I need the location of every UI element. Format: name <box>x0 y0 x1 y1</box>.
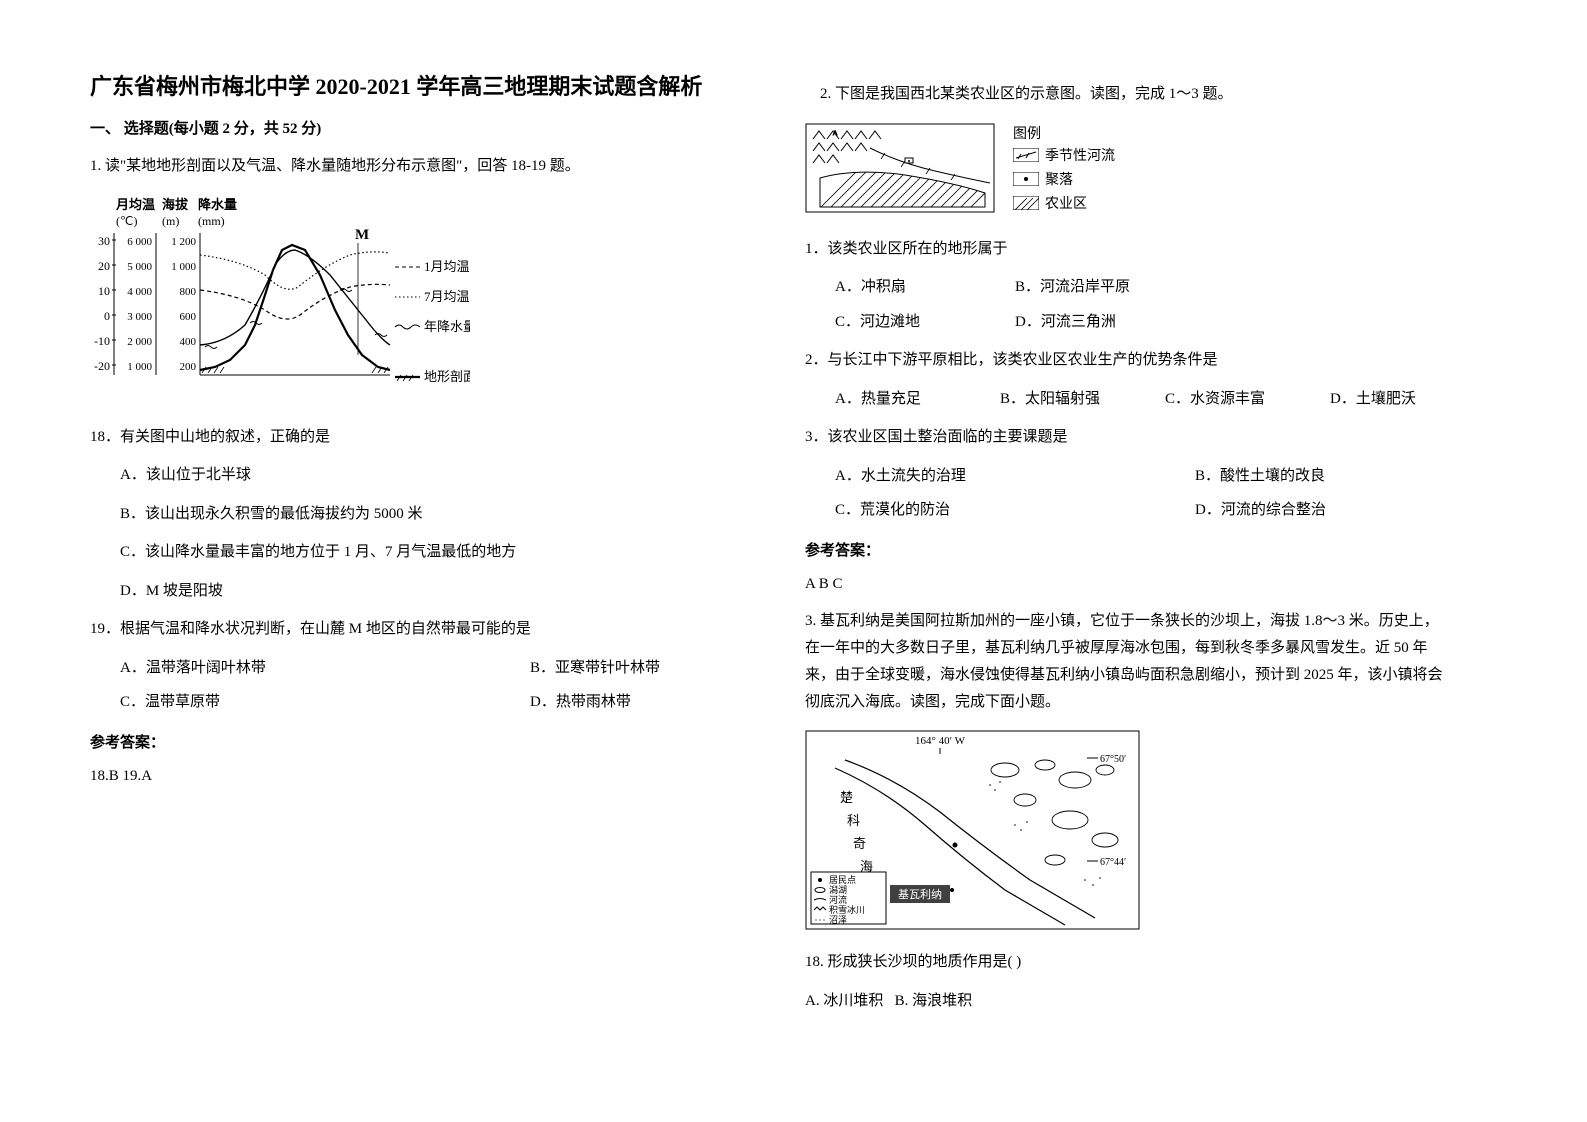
svg-text:0: 0 <box>104 309 110 323</box>
q2-1-D: D．河流三角洲 <box>985 308 1116 337</box>
q3-18-A: A. 冰川堆积 <box>805 993 883 1009</box>
q2-1-stem: 1．该类农业区所在的地形属于 <box>805 235 1450 264</box>
q2-3-C: C．荒漠化的防治 <box>805 496 1165 525</box>
q2-3-stem: 3．该农业区国土整治面临的主要课题是 <box>805 423 1450 452</box>
figure-terrain-chart: 月均温 海拔 降水量 (℃) (m) (mm) 30 20 10 0 -10 -… <box>90 195 735 405</box>
q2-3-D: D．河流的综合整治 <box>1165 496 1326 525</box>
q19-row1: A．温带落叶阔叶林带 B．亚寒带针叶林带 <box>90 654 735 683</box>
kivalina-label: 基瓦利纳 <box>898 888 942 901</box>
svg-text:1月均温: 1月均温 <box>424 259 470 274</box>
svg-text:年降水量: 年降水量 <box>424 319 470 334</box>
q2-1-C: C．河边滩地 <box>805 308 985 337</box>
svg-text:1 000: 1 000 <box>127 361 152 373</box>
svg-text:6 000: 6 000 <box>127 236 152 248</box>
svg-text:67°44′: 67°44′ <box>1100 857 1126 868</box>
svg-text:奇: 奇 <box>853 836 866 851</box>
section-heading: 一、 选择题(每小题 2 分，共 52 分) <box>90 117 735 138</box>
q2-2-stem: 2．与长江中下游平原相比，该类农业区农业生产的优势条件是 <box>805 346 1450 375</box>
svg-text:1 000: 1 000 <box>171 261 196 273</box>
svg-text:1 200: 1 200 <box>171 236 196 248</box>
svg-text:河流: 河流 <box>829 894 847 905</box>
svg-text:800: 800 <box>180 286 197 298</box>
label-M: M <box>355 227 369 243</box>
q18-stem: 18．有关图中山地的叙述，正确的是 <box>90 423 735 452</box>
q3-18-stem: 18. 形成狭长沙坝的地质作用是( ) <box>805 948 1450 977</box>
svg-text:-10: -10 <box>94 334 110 348</box>
svg-text:2 000: 2 000 <box>127 336 152 348</box>
svg-text:20: 20 <box>98 259 110 273</box>
q19-row2: C．温带草原带 D．热带雨林带 <box>90 688 735 717</box>
label-haiba: 海拔 <box>162 197 189 212</box>
jul-temp-line <box>200 251 390 288</box>
svg-text:地形剖面线: 地形剖面线 <box>424 369 470 384</box>
svg-text:4 000: 4 000 <box>127 286 152 298</box>
svg-text:400: 400 <box>180 336 197 348</box>
q1-intro: 1. 读"某地地形剖面以及气温、降水量随地形分布示意图"，回答 18-19 题。 <box>90 152 735 181</box>
q2-2-D: D．土壤肥沃 <box>1300 385 1416 414</box>
q2-2-C: C．水资源丰富 <box>1135 385 1300 414</box>
figure2-legend: 图例 季节性河流 聚落 农业区 <box>1013 123 1115 217</box>
q2-3-B: B．酸性土壤的改良 <box>1165 462 1325 491</box>
svg-text:600: 600 <box>180 311 197 323</box>
q18-D: D．M 坡是阳坡 <box>90 577 735 606</box>
q19-A: A．温带落叶阔叶林带 <box>90 654 500 683</box>
left-column: 广东省梅州市梅北中学 2020-2021 学年高三地理期末试题含解析 一、 选择… <box>90 70 735 1025</box>
q2-2-A: A．热量充足 <box>805 385 970 414</box>
legend-agri: 农业区 <box>1045 193 1087 213</box>
legend-settlement: 聚落 <box>1045 169 1073 189</box>
svg-text:-20: -20 <box>94 359 110 373</box>
q18-A: A．该山位于北半球 <box>90 461 735 490</box>
q2-1-B: B．河流沿岸平原 <box>985 273 1130 302</box>
q3-18-B: B. 海浪堆积 <box>895 993 973 1009</box>
svg-text:10: 10 <box>98 284 110 298</box>
q2-3-r2: C．荒漠化的防治 D．河流的综合整治 <box>805 496 1450 525</box>
lon-label: 164° 40′ W <box>915 735 966 747</box>
svg-text:3 000: 3 000 <box>127 311 152 323</box>
label-precip: 降水量 <box>198 197 237 212</box>
q2-1-r2: C．河边滩地 D．河流三角洲 <box>805 308 1450 337</box>
q3-18-r1: A. 冰川堆积 B. 海浪堆积 <box>805 987 1450 1016</box>
q3-intro: 3. 基瓦利纳是美国阿拉斯加州的一座小镇，它位于一条狭长的沙坝上，海拔 1.8～… <box>805 608 1450 716</box>
svg-text:7月均温: 7月均温 <box>424 289 470 304</box>
q2-1-r1: A．冲积扇 B．河流沿岸平原 <box>805 273 1450 302</box>
unit-mm: (mm) <box>198 214 225 228</box>
q2-2-r: A．热量充足 B．太阳辐射强 C．水资源丰富 D．土壤肥沃 <box>805 385 1450 414</box>
q19-B: B．亚寒带针叶林带 <box>500 654 660 683</box>
figure-nw-agri: ^ <box>805 123 1450 217</box>
svg-text:楚: 楚 <box>840 790 853 805</box>
q19-D: D．热带雨林带 <box>500 688 631 717</box>
svg-text:5 000: 5 000 <box>127 261 152 273</box>
q2-3-r1: A．水土流失的治理 B．酸性土壤的改良 <box>805 462 1450 491</box>
svg-text:居民点: 居民点 <box>829 875 856 885</box>
answers1-heading: 参考答案： <box>90 731 735 752</box>
legend-river: 季节性河流 <box>1045 145 1115 165</box>
figure-kivalina-map: 164° 40′ W <box>805 730 1450 930</box>
svg-text:30: 30 <box>98 234 110 248</box>
q2-2-B: B．太阳辐射强 <box>970 385 1135 414</box>
svg-text:200: 200 <box>180 361 197 373</box>
q2-3-A: A．水土流失的治理 <box>805 462 1165 491</box>
page-title: 广东省梅州市梅北中学 2020-2021 学年高三地理期末试题含解析 <box>90 70 735 103</box>
q18-C: C．该山降水量最丰富的地方位于 1 月、7 月气温最低的地方 <box>90 538 735 567</box>
terrain-profile <box>200 245 390 370</box>
answers1: 18.B 19.A <box>90 762 735 791</box>
answers2: A B C <box>805 570 1450 599</box>
svg-text:潟湖: 潟湖 <box>829 884 847 895</box>
right-column: 2. 下图是我国西北某类农业区的示意图。读图，完成 1～3 题。 ^ <box>805 70 1450 1025</box>
q2-intro: 2. 下图是我国西北某类农业区的示意图。读图，完成 1～3 题。 <box>805 80 1450 109</box>
precip-line <box>200 250 390 345</box>
svg-text:科: 科 <box>847 813 860 828</box>
svg-text:积雪冰川: 积雪冰川 <box>829 904 865 915</box>
legend-title: 图例 <box>1013 123 1115 143</box>
q19-C: C．温带草原带 <box>90 688 500 717</box>
svg-text:67°50′: 67°50′ <box>1100 754 1126 765</box>
q2-1-A: A．冲积扇 <box>805 273 985 302</box>
q18-B: B．该山出现永久积雪的最低海拔约为 5000 米 <box>90 500 735 529</box>
unit-m: (m) <box>162 214 179 228</box>
svg-text:沼泽: 沼泽 <box>829 915 847 925</box>
q19-stem: 19．根据气温和降水状况判断，在山麓 M 地区的自然带最可能的是 <box>90 615 735 644</box>
answers2-heading: 参考答案： <box>805 539 1450 560</box>
label-jun-wen: 月均温 <box>115 197 155 212</box>
unit-c: (℃) <box>116 214 137 228</box>
